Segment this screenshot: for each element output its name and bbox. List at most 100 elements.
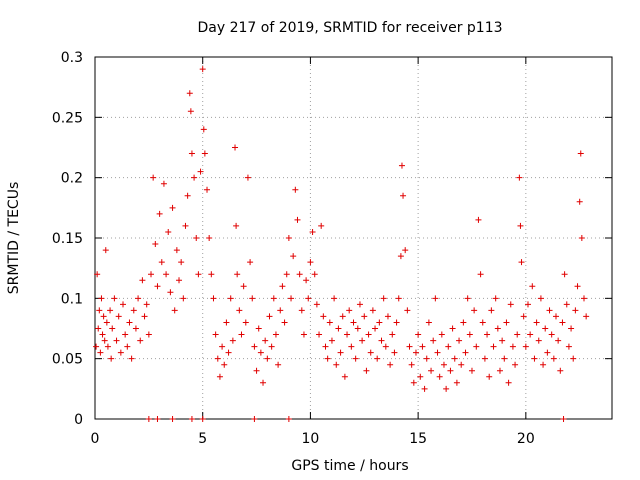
data-point: [393, 319, 400, 326]
data-point: [378, 337, 385, 344]
data-point: [464, 295, 471, 302]
data-point: [233, 222, 240, 229]
data-point: [473, 343, 480, 350]
data-point: [111, 295, 118, 302]
data-point: [260, 379, 267, 386]
data-point: [320, 313, 327, 320]
data-point: [288, 295, 295, 302]
data-point: [537, 295, 544, 302]
data-point: [447, 367, 454, 374]
data-point: [268, 343, 275, 350]
data-point: [535, 337, 542, 344]
data-point: [400, 192, 407, 199]
data-point: [165, 228, 172, 235]
data-point: [283, 271, 290, 278]
data-point: [341, 373, 348, 380]
data-point: [555, 337, 562, 344]
data-point: [195, 271, 202, 278]
data-point: [204, 186, 211, 193]
data-point: [492, 295, 499, 302]
data-point: [227, 295, 234, 302]
data-point: [277, 307, 284, 314]
data-point: [225, 349, 232, 356]
data-point: [415, 331, 422, 338]
data-point: [303, 277, 310, 284]
data-point: [154, 416, 161, 422]
data-point: [255, 325, 262, 332]
x-tick-label: 10: [302, 431, 320, 447]
data-point: [158, 259, 165, 266]
data-point: [193, 235, 200, 241]
data-point: [559, 319, 566, 326]
data-point: [132, 325, 139, 332]
data-point: [180, 295, 187, 302]
data-point: [238, 331, 245, 338]
data-point: [247, 259, 254, 266]
data-point: [311, 271, 318, 278]
data-point: [363, 367, 370, 374]
data-point: [221, 361, 228, 368]
data-point: [402, 247, 409, 254]
data-point: [520, 313, 527, 320]
data-point: [331, 295, 338, 302]
data-point: [98, 295, 105, 302]
chart-title: Day 217 of 2019, SRMTID for receiver p11…: [197, 20, 502, 36]
data-point: [154, 283, 161, 290]
data-point: [240, 283, 247, 290]
data-point: [234, 271, 241, 278]
data-point: [148, 271, 155, 278]
data-point: [223, 319, 230, 326]
data-point: [501, 355, 508, 362]
data-point: [266, 313, 273, 320]
x-tick-label: 5: [198, 431, 207, 447]
data-point: [210, 295, 217, 302]
data-point: [208, 271, 215, 278]
data-point: [557, 367, 564, 374]
data-point: [188, 150, 195, 157]
data-point: [104, 343, 111, 350]
data-point: [316, 331, 323, 338]
data-point: [296, 271, 303, 278]
data-point: [322, 343, 329, 350]
data-point: [281, 319, 288, 326]
data-point: [253, 367, 260, 374]
data-point: [307, 259, 314, 266]
data-point: [214, 355, 221, 362]
data-point: [270, 295, 277, 302]
data-point: [417, 373, 424, 380]
data-point: [145, 416, 152, 422]
data-point: [120, 301, 127, 308]
data-point: [354, 325, 361, 332]
data-point: [359, 337, 366, 344]
data-point: [380, 295, 387, 302]
data-point: [560, 416, 567, 422]
data-point: [475, 216, 482, 223]
data-point: [102, 247, 109, 254]
data-point: [432, 295, 439, 302]
data-point: [99, 331, 106, 338]
data-point: [577, 150, 584, 157]
data-point: [122, 331, 129, 338]
data-point: [186, 90, 193, 97]
data-point: [279, 283, 286, 290]
data-point: [570, 355, 577, 362]
data-point: [117, 349, 124, 356]
data-point: [93, 343, 100, 350]
data-point: [167, 289, 174, 296]
data-point: [440, 361, 447, 368]
data-point: [229, 337, 236, 344]
data-point: [484, 331, 491, 338]
data-point: [156, 210, 163, 217]
data-point: [550, 355, 557, 362]
data-point: [423, 355, 430, 362]
data-point: [257, 349, 264, 356]
data-point: [178, 259, 185, 266]
data-point: [199, 416, 206, 422]
data-point: [384, 313, 391, 320]
data-point: [479, 319, 486, 326]
data-point: [583, 313, 590, 320]
data-point: [324, 355, 331, 362]
data-point: [443, 385, 450, 392]
data-point: [294, 216, 301, 223]
data-point: [199, 66, 206, 73]
